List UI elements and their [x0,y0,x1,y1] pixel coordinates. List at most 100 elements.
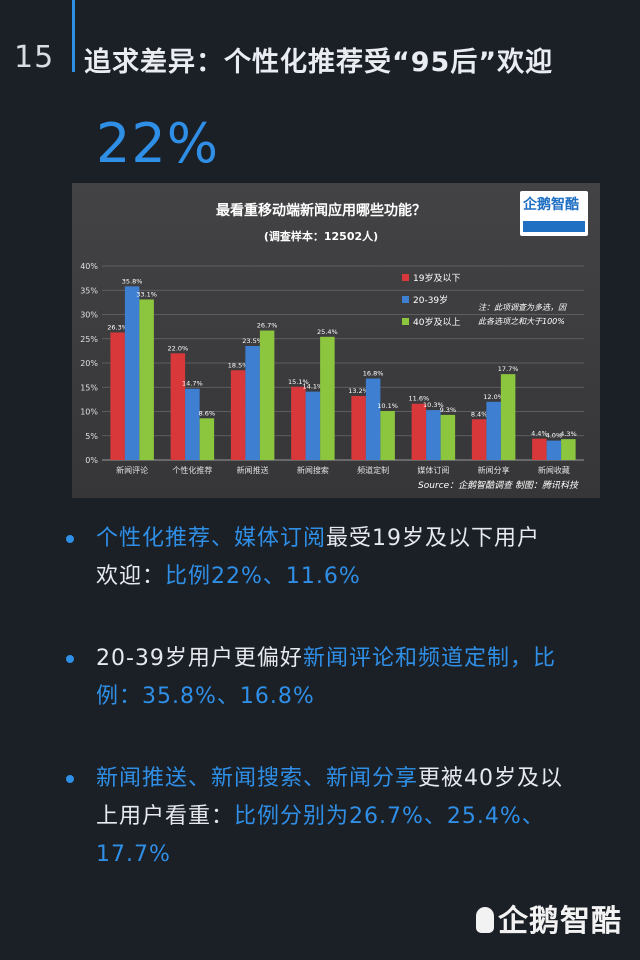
bar [351,395,366,460]
data-label: 4.3% [560,430,577,438]
bar [305,391,321,460]
x-tick-label: 新闻分享 [478,465,510,475]
legend-label: 19岁及以下 [413,272,460,284]
bullet-dot-icon [66,655,74,663]
highlight-text: 比例分别为26.7%、25.4%、 [234,804,545,829]
bar [411,403,427,460]
body-text: 最受19岁及以下用户 [326,526,541,551]
data-label: 23.5% [242,337,263,345]
data-label: 18.5% [228,361,249,369]
highlight-text: 例：35.8%、16.8% [96,684,315,709]
y-tick-label: 10% [80,408,98,417]
legend-label: 40岁及以上 [413,316,460,328]
body-text: 欢迎： [96,564,166,589]
data-label: 8.6% [199,409,216,417]
data-label: 17.7% [498,365,519,373]
data-label: 15.1% [288,378,309,386]
legend-swatch [402,296,409,303]
data-label: 13.2% [348,387,369,395]
x-tick-label: 新闻推送 [237,465,269,475]
bullet-line: 个性化推荐、媒体订阅最受19岁及以下用户 [96,520,616,558]
y-tick-label: 25% [80,335,98,344]
y-tick-label: 5% [85,432,98,441]
y-tick-label: 35% [80,286,98,295]
bar [380,411,395,460]
chart-title: 最看重移动端新闻应用哪些功能？ [216,202,426,219]
brand-logo: 企鹅智酷 [476,896,622,940]
bar [546,440,562,460]
bar [320,336,335,460]
data-label: 9.3% [440,406,457,414]
body-text: 更被40岁及以 [418,766,564,791]
bar-chart: 最看重移动端新闻应用哪些功能？ (调查样本：12502人) 0% 5% 10% 15% 20… [80,202,584,491]
y-tick-label: 20% [80,359,98,368]
bar [291,386,306,460]
highlight-text: 个性化推荐、媒体订阅 [96,526,327,551]
bar [440,414,456,460]
x-tick-label: 新闻搜索 [297,465,329,475]
data-label: 25.4% [317,328,338,336]
legend-swatch [402,318,409,325]
x-tick-label: 个性化推荐 [172,465,212,475]
bar [170,353,186,460]
data-label: 11.6% [409,395,430,403]
bar [532,438,547,460]
chart-logo-badge: 企鹅智酷 [520,191,588,236]
highlight-text: 新闻评论和频道定制，比 [302,646,556,671]
bullet-dot-icon [66,775,74,783]
bullet-line: 20-39岁用户更偏好新闻评论和频道定制，比 [96,640,616,678]
data-label: 33.1% [136,290,157,298]
data-label: 16.8% [363,370,384,378]
chart-logo-band [523,221,585,232]
bullet-line: 17.7% [96,836,616,874]
page-number: 15 [14,40,55,75]
bullet-line: 欢迎：比例22%、11.6% [96,558,616,596]
bullet-line: 上用户看重：比例分别为26.7%、25.4%、 [96,798,616,836]
y-tick-label: 30% [80,311,98,320]
bar [259,330,275,460]
data-label: 4.4% [531,430,548,438]
data-label: 8.4% [471,410,488,418]
bullet-item: 新闻推送、新闻搜索、新闻分享更被40岁及以 上用户看重：比例分别为26.7%、25… [96,760,616,874]
data-label: 4.0% [546,432,563,440]
bar [185,388,200,460]
bar [365,378,381,460]
highlight-text: 新闻推送、新闻搜索、新闻分享 [96,766,419,791]
x-tick-label: 媒体订阅 [417,465,449,475]
penguin-icon [476,907,494,933]
chart-logo-text: 企鹅智酷 [523,197,579,213]
brand-text: 企鹅智酷 [498,904,622,939]
bar [199,418,215,460]
bullet-dot-icon [66,535,74,543]
bar [561,439,576,460]
y-tick-label: 15% [80,383,98,392]
chart-source: Source：企鹅智酷调查 制图：腾讯科技 [418,480,579,491]
bar [426,410,441,460]
data-label: 14.7% [182,380,203,388]
data-label: 26.7% [257,322,278,330]
headline-stat: 22% [96,112,220,175]
data-label: 10.3% [423,401,444,409]
chart-note: 注：此项调查为多选，因 [478,303,567,312]
chart-note: 此各选项之和大于100% [478,317,565,326]
bullet-line: 新闻推送、新闻搜索、新闻分享更被40岁及以 [96,760,616,798]
data-label: 22.0% [168,344,189,352]
page-title: 追求差异：个性化推荐受“95后”欢迎 [84,47,554,78]
bar [500,374,516,460]
bar [471,419,487,460]
x-tick-label: 新闻评论 [116,465,148,475]
bullet-line: 例：35.8%、16.8% [96,678,616,716]
bar [486,401,501,460]
data-label: 26.3% [107,323,128,331]
bar [245,346,260,460]
bar [139,299,154,460]
highlight-text: 比例22%、11.6% [165,564,361,589]
y-tick-label: 40% [80,262,98,271]
data-label: 12.0% [483,393,504,401]
data-label: 14.1% [303,383,324,391]
title-divider [72,0,75,72]
bullet-item: 20-39岁用户更偏好新闻评论和频道定制，比例：35.8%、16.8% [96,640,616,716]
bar [110,332,125,460]
x-tick-label: 新闻收藏 [538,465,570,475]
bar [230,370,246,460]
